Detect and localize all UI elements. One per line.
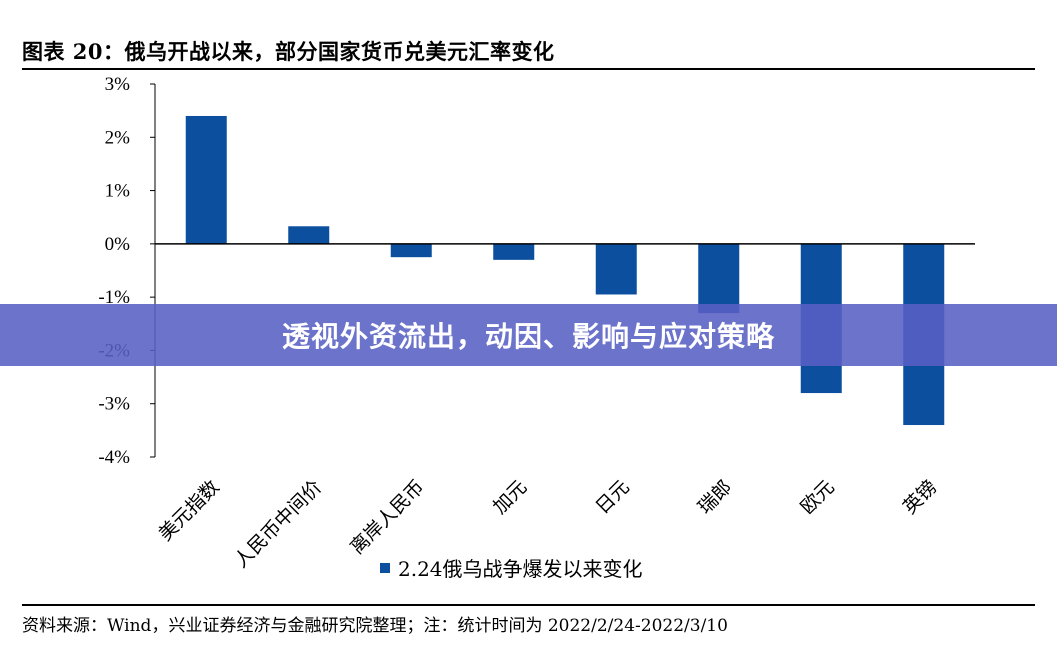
x-category-label: 人民币中间价 xyxy=(230,476,326,572)
legend-swatch xyxy=(380,563,390,573)
y-tick-label: 3% xyxy=(105,74,131,95)
y-tick-label: -3% xyxy=(98,394,130,415)
chart-title: 图表 20：俄乌开战以来，部分国家货币兑美元汇率变化 xyxy=(22,39,555,64)
bars xyxy=(185,115,945,426)
x-category-label: 美元指数 xyxy=(154,476,223,545)
bar-chart: 3%2%1%0%-1%-2%-3%-4% 美元指数人民币中间价离岸人民币加元日元… xyxy=(98,74,975,581)
source-note: 资料来源：Wind，兴业证券经济与金融研究院整理；注：统计时间为 2022/2/… xyxy=(22,616,728,636)
footer-divider xyxy=(22,604,1035,606)
y-tick-label: 0% xyxy=(105,234,131,255)
x-category-label: 瑞郎 xyxy=(694,476,736,518)
legend: 2.24俄乌战争爆发以来变化 xyxy=(380,557,643,581)
y-tick-label: -4% xyxy=(98,447,130,468)
y-tick-label: 2% xyxy=(105,127,131,148)
y-tick-label: -1% xyxy=(98,287,130,308)
bar-4 xyxy=(493,243,535,260)
x-category-label: 日元 xyxy=(591,476,633,518)
bar-2 xyxy=(288,226,330,244)
bar-3 xyxy=(390,243,432,258)
x-category-label: 离岸人民币 xyxy=(346,476,429,559)
y-axis: 3%2%1%0%-1%-2%-3%-4% xyxy=(98,74,156,468)
x-category-label: 英镑 xyxy=(899,476,941,518)
legend-label: 2.24俄乌战争爆发以来变化 xyxy=(398,557,643,581)
x-category-label: 加元 xyxy=(489,476,531,518)
banner-text: 透视外资流出，动因、影响与应对策略 xyxy=(281,320,775,353)
bar-6 xyxy=(698,243,740,314)
y-tick-label: 1% xyxy=(105,181,131,202)
bar-1 xyxy=(185,115,227,244)
x-category-label: 欧元 xyxy=(796,476,838,518)
bar-5 xyxy=(595,243,637,295)
overlay-banner: 透视外资流出，动因、影响与应对策略 xyxy=(0,304,1057,366)
title-divider xyxy=(22,68,1035,70)
